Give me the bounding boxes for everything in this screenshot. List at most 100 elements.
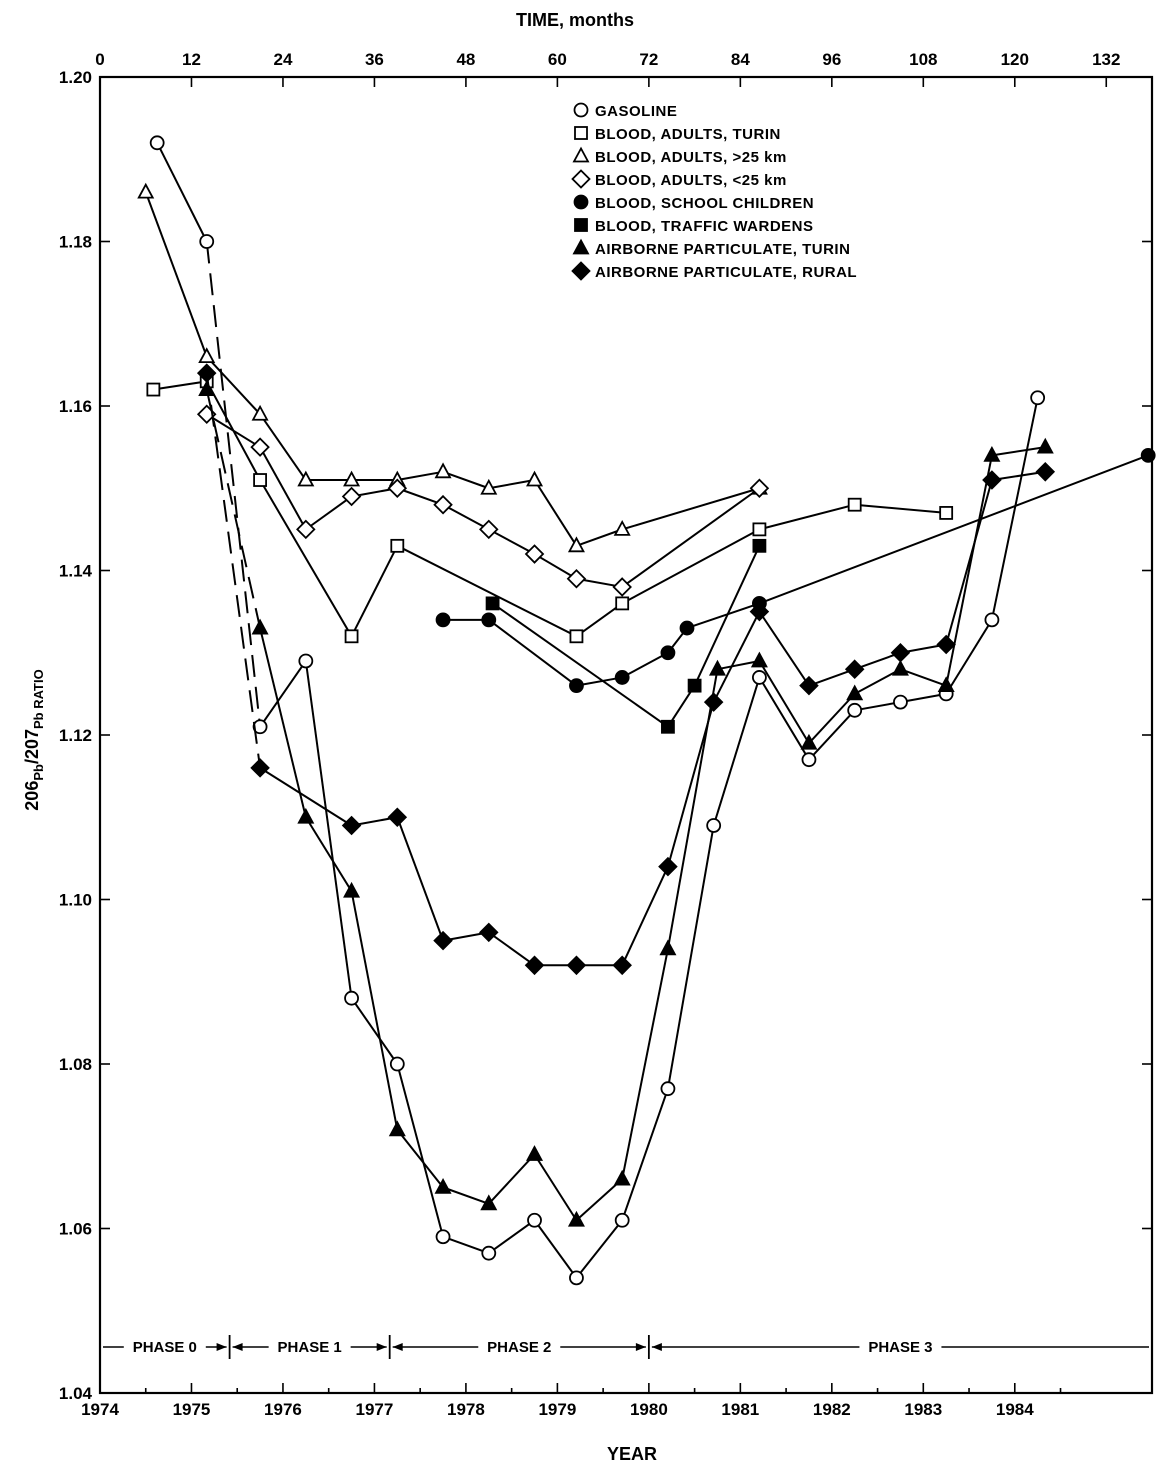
phase-label: PHASE 3 — [868, 1339, 932, 1356]
top-tick-label: 60 — [548, 50, 567, 69]
series-line-segment — [621, 866, 669, 966]
legend-marker — [572, 238, 590, 255]
data-point — [137, 182, 155, 199]
data-point — [435, 1229, 451, 1245]
data-point — [480, 478, 498, 495]
series-line-segment — [945, 619, 993, 695]
series-line-segment — [144, 191, 208, 357]
data-point — [752, 670, 767, 685]
series-line-segment — [758, 611, 810, 687]
series-line-segment — [205, 241, 262, 727]
data-point — [614, 1212, 630, 1228]
data-point — [196, 363, 217, 383]
series-5 — [485, 538, 767, 734]
series-line-segment — [153, 380, 207, 391]
y-tick-label: 1.12 — [59, 726, 92, 745]
series-line-segment — [693, 545, 761, 687]
legend-item: BLOOD, ADULTS, TURIN — [574, 126, 780, 143]
legend-label: GASOLINE — [595, 103, 677, 120]
series-line-segment — [854, 701, 901, 712]
series-line-segment — [808, 709, 856, 761]
data-point — [800, 733, 818, 750]
data-point — [434, 1177, 452, 1194]
series-line-segment — [488, 528, 535, 555]
series-line-segment — [488, 1219, 536, 1254]
data-point — [679, 620, 695, 636]
series-line-segment — [205, 372, 262, 769]
series-line-segment — [759, 503, 855, 531]
data-point — [752, 538, 767, 553]
data-point — [936, 634, 956, 655]
legend-marker — [572, 146, 590, 163]
data-point — [298, 653, 314, 669]
data-point — [1140, 447, 1156, 463]
series-line-segment — [854, 503, 947, 514]
data-point — [343, 881, 361, 898]
series-line-segment — [758, 676, 810, 761]
data-point — [251, 404, 269, 421]
legend-marker — [571, 169, 591, 189]
y-tick-label: 1.16 — [59, 397, 92, 416]
data-point — [481, 612, 497, 628]
data-point — [524, 955, 545, 976]
data-point — [387, 478, 408, 499]
series-line-segment — [304, 660, 353, 999]
data-point — [846, 684, 864, 701]
data-point — [752, 522, 767, 537]
data-point — [612, 577, 632, 597]
legend-marker — [571, 261, 591, 281]
series-line-segment — [621, 651, 669, 679]
series-line-segment — [575, 602, 623, 638]
legend-marker — [573, 194, 589, 210]
data-point — [146, 382, 161, 397]
legend-label: BLOOD, TRAFFIC WARDENS — [595, 218, 814, 235]
data-point — [433, 494, 453, 515]
bottom-tick-label: 1980 — [630, 1400, 668, 1419]
data-point — [706, 818, 722, 833]
top-tick-label: 36 — [365, 50, 384, 69]
data-point — [250, 437, 270, 457]
data-point — [984, 612, 1000, 628]
y-axis-ticks: 1.04 1.06 1.08 1.10 1.12 1.14 1.16 1.18 1.20 — [59, 68, 1152, 1403]
data-point — [612, 955, 632, 976]
series-line-segment — [259, 767, 353, 827]
data-point — [749, 478, 770, 499]
phase-2: PHASE 2 — [392, 1339, 646, 1356]
legend-label: BLOOD, ADULTS, >25 km — [595, 149, 787, 166]
data-point — [939, 506, 954, 520]
phase-arrow-right — [376, 1343, 387, 1351]
series-line-segment — [206, 413, 261, 448]
series-line-segment — [442, 470, 490, 490]
series-line-segment — [259, 660, 307, 728]
data-point — [567, 536, 585, 553]
data-point — [296, 519, 316, 540]
series-line-segment — [350, 545, 399, 637]
data-point — [198, 347, 216, 364]
series-line-segment — [991, 470, 1046, 482]
series-line-segment — [712, 677, 761, 826]
series-line-segment — [621, 948, 669, 1180]
data-point — [613, 519, 631, 536]
bottom-tick-label: 1975 — [173, 1400, 211, 1419]
top-axis-ticks: 0 12 24 36 48 60 72 84 96 108 120 132 — [95, 50, 1120, 87]
top-tick-label: 24 — [273, 50, 292, 69]
y-tick-label: 1.08 — [59, 1055, 92, 1074]
data-point — [801, 752, 817, 768]
phase-0: PHASE 0 — [103, 1339, 227, 1356]
data-point — [479, 519, 499, 540]
data-point — [341, 486, 362, 507]
phase-label: PHASE 0 — [133, 1339, 197, 1356]
data-point — [434, 462, 452, 479]
bottom-tick-label: 1978 — [447, 1400, 485, 1419]
y-tick-label: 1.10 — [59, 891, 92, 910]
data-point — [614, 670, 630, 685]
data-point — [660, 1081, 676, 1097]
legend-item: BLOOD, SCHOOL CHILDREN — [573, 194, 814, 212]
top-tick-label: 96 — [822, 50, 841, 69]
series-line-segment — [621, 487, 760, 588]
series-line-segment — [621, 1088, 669, 1221]
series-line-segment — [808, 693, 856, 744]
data-point — [435, 612, 451, 628]
series-0 — [149, 135, 1046, 1286]
